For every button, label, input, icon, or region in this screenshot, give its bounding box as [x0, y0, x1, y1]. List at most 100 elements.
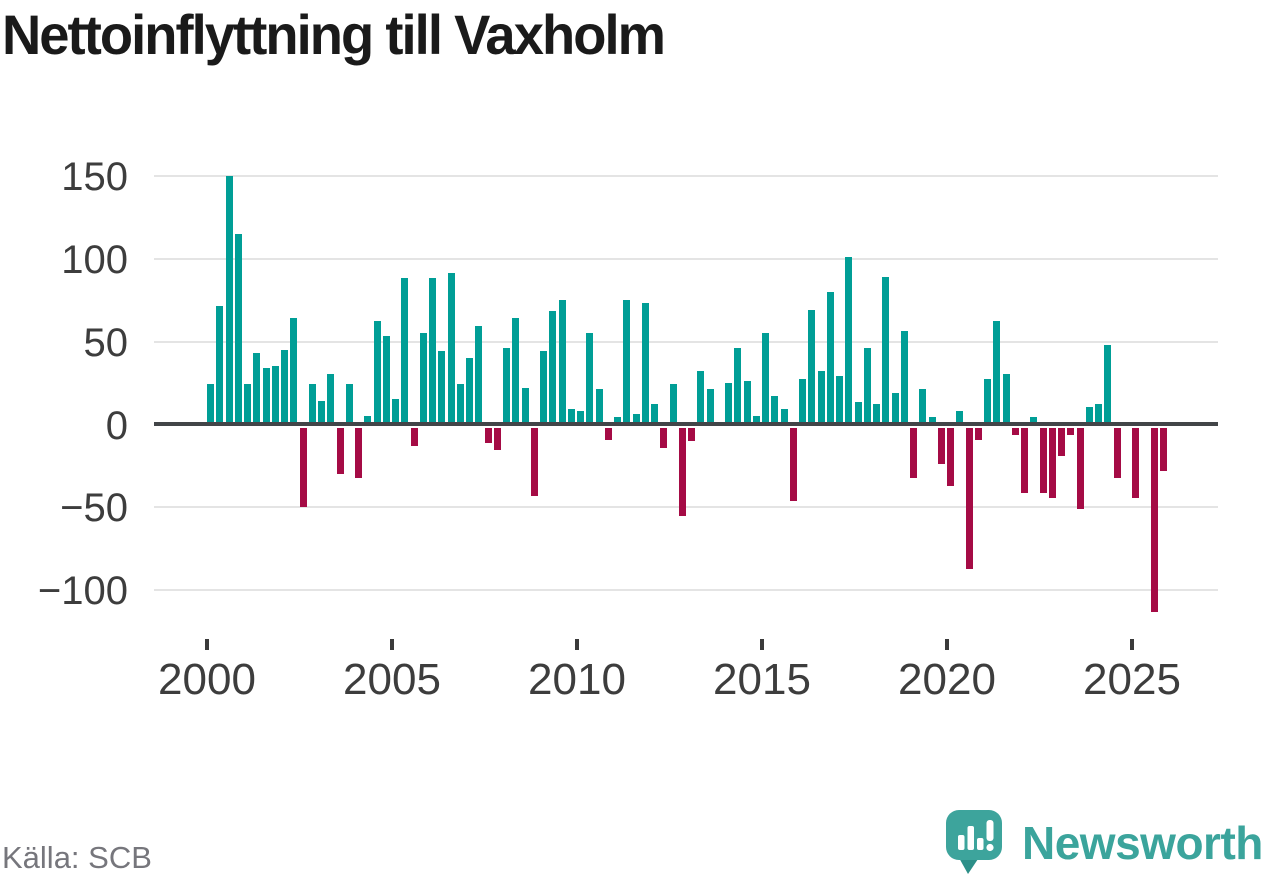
x-axis-label-2025: 2025	[1083, 655, 1181, 704]
bar-2007-q4	[493, 428, 501, 450]
x-axis-label-2015: 2015	[713, 655, 811, 704]
bar-2000-q2	[216, 306, 224, 424]
x-tick-2010	[575, 639, 579, 650]
bar-2007-q3	[484, 428, 492, 443]
bar-2011-q4	[641, 303, 649, 424]
bar-2025-q3	[1150, 428, 1158, 612]
bar-2015-q2	[771, 395, 779, 424]
bar-2022-q2	[1030, 417, 1038, 424]
bar-2019-q2	[919, 389, 927, 424]
bar-2011-q2	[623, 299, 631, 424]
bar-2020-q1	[947, 428, 954, 486]
bar-2005-q1	[392, 399, 399, 424]
gridline-neg100	[154, 589, 1218, 591]
bar-2024-q1	[1095, 404, 1102, 424]
bar-2000-q1	[207, 384, 214, 424]
bar-2010-q1	[577, 410, 584, 424]
bar-2012-q4	[678, 428, 686, 516]
bar-2006-q2	[438, 351, 446, 424]
bar-2018-q1	[873, 404, 880, 424]
bar-2022-q3	[1039, 428, 1047, 493]
bar-2017-q3	[854, 402, 862, 424]
zero-baseline	[154, 422, 1218, 426]
bar-2015-q1	[762, 332, 769, 424]
bar-2011-q3	[632, 414, 640, 424]
bar-2024-q3	[1113, 428, 1121, 478]
bar-2021-q3	[1002, 374, 1010, 424]
y-axis-label-150: 150	[61, 155, 128, 199]
x-axis-label-2010: 2010	[528, 655, 626, 704]
bar-2011-q1	[614, 417, 621, 424]
chart-title: Nettoinflyttning till Vaxholm	[2, 3, 666, 66]
x-tick-2015	[760, 639, 764, 650]
bar-2005-q4	[419, 332, 427, 424]
bar-2009-q3	[558, 299, 566, 424]
bar-2001-q1	[244, 384, 251, 424]
bar-2004-q2	[364, 415, 372, 424]
y-axis-label-neg50: −50	[60, 486, 128, 530]
bar-2021-q2	[993, 321, 1001, 424]
x-axis-label-2000: 2000	[158, 655, 256, 704]
bar-2000-q4	[234, 233, 242, 424]
bar-2003-q2	[327, 374, 335, 424]
bar-2014-q1	[725, 382, 732, 424]
gridline-100	[154, 258, 1218, 260]
bar-2006-q4	[456, 384, 464, 424]
bar-2012-q3	[669, 384, 677, 424]
bar-2000-q3	[225, 175, 233, 424]
x-axis-label-2020: 2020	[898, 655, 996, 704]
bar-2010-q2	[586, 332, 594, 424]
bar-2004-q4	[382, 336, 390, 424]
bar-2016-q2	[808, 309, 816, 424]
y-axis-label-50: 50	[83, 321, 129, 365]
bar-2023-q2	[1067, 428, 1075, 435]
bar-2012-q2	[660, 428, 668, 448]
bar-2022-q1	[1021, 428, 1028, 493]
bar-2020-q3	[965, 428, 973, 569]
bar-2001-q4	[271, 366, 279, 424]
bar-2002-q2	[290, 318, 298, 424]
bar-2001-q3	[262, 367, 270, 424]
x-tick-2000	[205, 639, 209, 650]
bar-2019-q1	[910, 428, 917, 478]
bar-2013-q1	[688, 428, 695, 442]
bar-2006-q3	[447, 273, 455, 424]
bar-2014-q4	[752, 415, 760, 424]
bar-2016-q3	[817, 371, 825, 424]
newsworthy-wordmark: Newsworthy	[1022, 817, 1262, 869]
bar-2003-q3	[336, 428, 344, 475]
y-axis-label-0: 0	[105, 404, 128, 448]
gridline-150	[154, 175, 1218, 177]
bar-2008-q1	[503, 347, 510, 424]
y-axis-label-100: 100	[61, 238, 128, 282]
bar-2020-q2	[956, 410, 964, 424]
bar-2025-q1	[1132, 428, 1139, 498]
bar-2002-q4	[308, 384, 316, 424]
gridline-50	[154, 341, 1218, 343]
bar-2022-q4	[1048, 428, 1056, 498]
bar-2017-q1	[836, 376, 843, 424]
bar-2018-q4	[900, 331, 908, 424]
x-tick-2025	[1130, 639, 1134, 650]
bar-2005-q2	[401, 278, 409, 424]
bar-2008-q2	[512, 318, 520, 424]
x-tick-2005	[390, 639, 394, 650]
x-axis-label-2005: 2005	[343, 655, 441, 704]
bar-2023-q1	[1058, 428, 1065, 457]
newsworthy-logo: Newsworthy	[944, 808, 1262, 878]
bar-2004-q3	[373, 321, 381, 424]
bar-2021-q1	[984, 379, 991, 424]
bar-2016-q1	[799, 379, 806, 424]
bar-2019-q3	[928, 417, 936, 424]
bar-2010-q3	[595, 389, 603, 424]
bar-2003-q4	[345, 384, 353, 424]
bar-2002-q3	[299, 428, 307, 508]
bar-2016-q4	[826, 291, 834, 424]
bar-2003-q1	[318, 400, 325, 424]
bar-2001-q2	[253, 352, 261, 424]
bar-2018-q2	[882, 276, 890, 424]
bar-2002-q1	[281, 349, 288, 424]
bar-2023-q4	[1085, 407, 1093, 424]
bar-2009-q1	[540, 351, 547, 424]
